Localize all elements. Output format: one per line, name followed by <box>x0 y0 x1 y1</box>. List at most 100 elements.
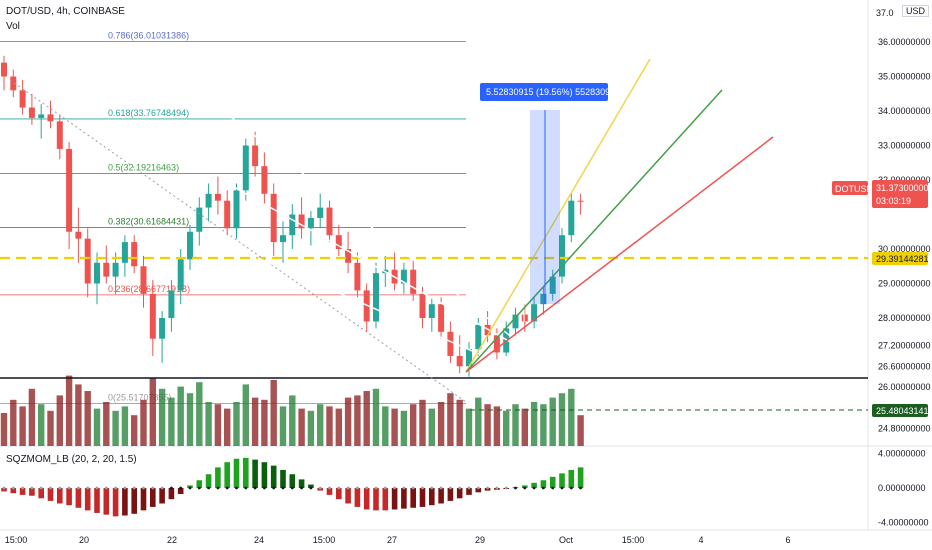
momentum-bar <box>410 488 416 508</box>
squeeze-dot <box>393 486 396 490</box>
candle-body <box>177 259 184 291</box>
volume-bar <box>214 404 222 446</box>
squeeze-dot <box>504 486 508 490</box>
volume-bar <box>233 402 240 446</box>
candle-body <box>214 193 221 201</box>
time-axis-label: Oct <box>559 535 574 545</box>
volume-bar <box>121 406 129 446</box>
momentum-bar <box>391 488 398 510</box>
dashed-level-text: 29.39144281 <box>876 254 929 264</box>
momentum-bar <box>401 488 407 509</box>
squeeze-dot <box>235 486 238 490</box>
volume-bar <box>484 404 491 446</box>
squeeze-dot <box>309 486 313 490</box>
squeeze-dot <box>21 486 24 490</box>
candle-body <box>28 107 35 118</box>
fib-label: 0.618(33.76748494) <box>108 108 189 118</box>
squeeze-dot <box>263 486 266 490</box>
volume-bar <box>158 388 166 446</box>
time-axis-label: 4 <box>698 535 703 545</box>
fan-red-line <box>465 136 774 373</box>
candle-body <box>354 262 361 291</box>
candle-body <box>66 148 73 232</box>
squeeze-dot <box>458 486 462 490</box>
candle-body <box>224 200 231 229</box>
candle-body <box>261 166 268 194</box>
candle-body <box>447 331 454 356</box>
squeeze-dot <box>225 486 229 490</box>
candle-body <box>38 114 45 118</box>
volume-bar <box>103 402 110 446</box>
momentum-bar <box>177 488 184 495</box>
candle-body <box>19 90 26 108</box>
candle-body <box>577 200 584 202</box>
momentum-bar <box>19 488 26 495</box>
squeeze-dot <box>411 486 415 490</box>
volume-bar <box>112 410 119 446</box>
candle-body <box>335 235 342 249</box>
volume-bar <box>512 404 519 446</box>
squeeze-dot <box>253 486 257 490</box>
candle-body <box>121 242 128 263</box>
indicator-axis-label: 0.00000000 <box>878 483 926 493</box>
volume-bar <box>93 408 101 446</box>
squeeze-dot <box>328 486 331 490</box>
volume-bar <box>168 397 175 446</box>
momentum-bar <box>103 488 110 515</box>
current-price-badge <box>872 180 928 208</box>
volume-bar <box>298 408 305 446</box>
momentum-bar <box>363 488 370 510</box>
price-axis-label: 30.00000000 <box>878 244 931 254</box>
squeeze-dot <box>2 486 6 490</box>
indicator-axis-label: -4.00000000 <box>878 517 929 527</box>
squeeze-dot <box>188 486 192 490</box>
squeeze-dot <box>11 486 15 490</box>
squeeze-dot <box>114 486 117 490</box>
currency-selector[interactable]: USD <box>901 5 929 17</box>
volume-bar <box>493 406 501 446</box>
volume-bar <box>279 406 287 446</box>
squeeze-dot <box>142 486 145 490</box>
momentum-bar <box>215 467 221 488</box>
fib-label: 0(25.51707855) <box>108 393 172 403</box>
momentum-bar <box>94 488 100 513</box>
squeeze-dot <box>402 486 406 490</box>
candle-body <box>140 266 147 294</box>
momentum-bar <box>531 482 537 488</box>
momentum-bar <box>382 488 389 511</box>
volume-bar <box>521 408 528 446</box>
time-axis-label: 24 <box>254 535 264 545</box>
volume-bar <box>205 402 212 446</box>
candle-body <box>326 207 333 236</box>
squeeze-dot <box>421 486 424 490</box>
momentum-bar <box>475 488 482 493</box>
squeeze-dot <box>58 486 62 490</box>
squeeze-dot <box>542 486 545 490</box>
momentum-bar <box>243 457 249 488</box>
momentum-bar <box>112 488 119 517</box>
time-axis-label: 6 <box>785 535 790 545</box>
candle-body <box>400 269 407 284</box>
momentum-bar <box>429 488 435 506</box>
squeeze-dot <box>476 486 480 490</box>
candle-body <box>112 262 119 277</box>
squeeze-dot <box>290 486 294 490</box>
volume-level-text: 25.48043141 <box>876 406 929 416</box>
volume-bar <box>391 408 398 446</box>
squeeze-dot <box>449 486 452 490</box>
time-axis-label: 20 <box>79 535 89 545</box>
volume-bar <box>549 397 556 446</box>
momentum-bar <box>354 488 361 507</box>
candle-body <box>531 304 538 322</box>
momentum-bar <box>66 488 72 506</box>
momentum-bar <box>345 488 351 504</box>
momentum-bar <box>224 462 230 488</box>
squeeze-dot <box>374 486 378 490</box>
squeeze-dot <box>560 486 564 490</box>
wedge-upper-line <box>231 117 519 343</box>
momentum-bar <box>456 488 463 499</box>
volume-bar <box>242 384 249 446</box>
squeeze-dot <box>151 486 155 490</box>
momentum-bar <box>540 480 547 488</box>
